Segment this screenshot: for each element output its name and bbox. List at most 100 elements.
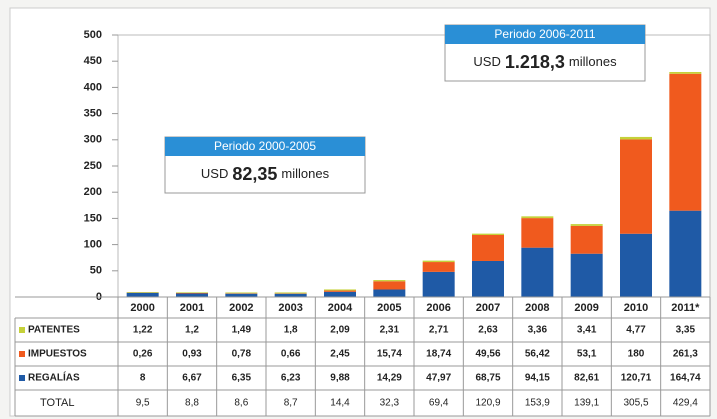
- bar-segment: [373, 289, 406, 297]
- annotation-prefix: USD: [201, 166, 228, 181]
- table-cell: 82,61: [574, 373, 599, 384]
- table-cell: 0,26: [133, 349, 153, 360]
- annotation-title: Periodo 2000-2005: [214, 139, 316, 153]
- bar-segment: [373, 280, 406, 282]
- bar-segment: [422, 260, 455, 263]
- annotation-header: [165, 137, 365, 156]
- y-tick-label: 100: [84, 239, 102, 251]
- bar-segment: [373, 281, 406, 290]
- bar-segment: [126, 292, 159, 293]
- legend-swatch: [19, 351, 25, 357]
- x-tick-label: 2004: [328, 302, 353, 314]
- x-tick-label: 2009: [574, 302, 598, 314]
- x-tick-label: 2005: [377, 302, 401, 314]
- table-cell: 6,35: [232, 373, 252, 384]
- bar-segment: [620, 233, 652, 297]
- total-cell: 14,4: [330, 398, 350, 409]
- bar-segment: [472, 233, 504, 236]
- total-cell: 153,9: [525, 398, 550, 409]
- total-cell: 429,4: [673, 398, 698, 409]
- table-cell: 47,97: [426, 373, 451, 384]
- annotation-amount: 82,35: [232, 164, 277, 184]
- total-cell: 139,1: [574, 398, 599, 409]
- y-tick-label: 350: [84, 108, 102, 120]
- annotation-text: USD 1.218,3 millones: [473, 52, 617, 72]
- table-cell: 2,71: [429, 325, 449, 336]
- legend-swatch: [19, 375, 25, 381]
- y-tick-label: 500: [84, 29, 102, 41]
- table-cell: 3,41: [577, 325, 597, 336]
- total-cell: 120,9: [475, 398, 500, 409]
- legend-label: PATENTES: [28, 325, 80, 336]
- y-tick-label: 400: [84, 81, 102, 93]
- table-cell: 3,36: [528, 325, 548, 336]
- table-cell: 0,66: [281, 349, 301, 360]
- bar-segment: [472, 235, 504, 261]
- table-cell: 3,35: [676, 325, 696, 336]
- x-tick-label: 2007: [476, 302, 500, 314]
- bar-segment: [570, 224, 603, 226]
- bar-segment: [274, 293, 307, 297]
- y-tick-label: 300: [84, 134, 102, 146]
- table-cell: 1,2: [185, 325, 199, 336]
- bar-segment: [422, 262, 455, 272]
- table-cell: 2,45: [330, 349, 350, 360]
- table-cell: 15,74: [377, 349, 402, 360]
- total-cell: 9,5: [136, 398, 150, 409]
- annotation-suffix: millones: [569, 54, 617, 69]
- bar-segment: [570, 253, 603, 297]
- bar-segment: [620, 136, 652, 140]
- table-cell: 9,88: [330, 373, 350, 384]
- annotation-text: USD 82,35 millones: [201, 164, 330, 184]
- annotation-title: Periodo 2006-2011: [494, 27, 596, 41]
- x-tick-label: 2010: [624, 302, 648, 314]
- bar-segment: [225, 292, 258, 294]
- bar-segment: [472, 260, 504, 297]
- annotation-suffix: millones: [281, 166, 329, 181]
- bar-segment: [521, 216, 554, 219]
- total-cell: 8,6: [234, 398, 248, 409]
- bar-segment: [126, 292, 159, 297]
- total-cell: 8,7: [284, 398, 298, 409]
- bar-segment: [324, 290, 356, 292]
- x-tick-label: 2011*: [671, 302, 700, 314]
- table-cell: 0,78: [232, 349, 252, 360]
- bar-segment: [274, 292, 307, 294]
- table-cell: 18,74: [426, 349, 451, 360]
- y-tick-label: 450: [84, 55, 102, 67]
- table-cell: 49,56: [475, 349, 500, 360]
- table-cell: 164,74: [670, 373, 701, 384]
- table-cell: 6,23: [281, 373, 301, 384]
- bar-segment: [669, 71, 702, 74]
- annotation-prefix: USD: [473, 54, 500, 69]
- bar-segment: [324, 291, 356, 297]
- table-cell: 180: [628, 349, 645, 360]
- table-cell: 2,63: [478, 325, 498, 336]
- table-cell: 2,31: [380, 325, 400, 336]
- table-cell: 0,93: [182, 349, 202, 360]
- legend-label: IMPUESTOS: [28, 349, 87, 360]
- table-cell: 1,8: [284, 325, 298, 336]
- x-tick-label: 2000: [130, 302, 154, 314]
- annotation-header: [445, 25, 645, 44]
- table-cell: 14,29: [377, 373, 402, 384]
- y-tick-label: 50: [90, 265, 102, 277]
- total-cell: 8,8: [185, 398, 199, 409]
- table-cell: 1,49: [232, 325, 252, 336]
- x-tick-label: 2002: [229, 302, 253, 314]
- table-cell: 1,22: [133, 325, 153, 336]
- bar-segment: [225, 293, 258, 297]
- bar-segment: [324, 289, 356, 291]
- bar-segment: [669, 210, 702, 297]
- annotation-amount: 1.218,3: [505, 52, 565, 72]
- bar-segment: [620, 139, 652, 234]
- table-cell: 94,15: [525, 373, 550, 384]
- table-cell: 4,77: [626, 325, 646, 336]
- total-cell: 305,5: [623, 398, 648, 409]
- x-tick-label: 2008: [525, 302, 549, 314]
- y-tick-label: 150: [84, 212, 102, 224]
- legend-swatch: [19, 327, 25, 333]
- table-cell: 56,42: [525, 349, 550, 360]
- bar-segment: [521, 218, 554, 248]
